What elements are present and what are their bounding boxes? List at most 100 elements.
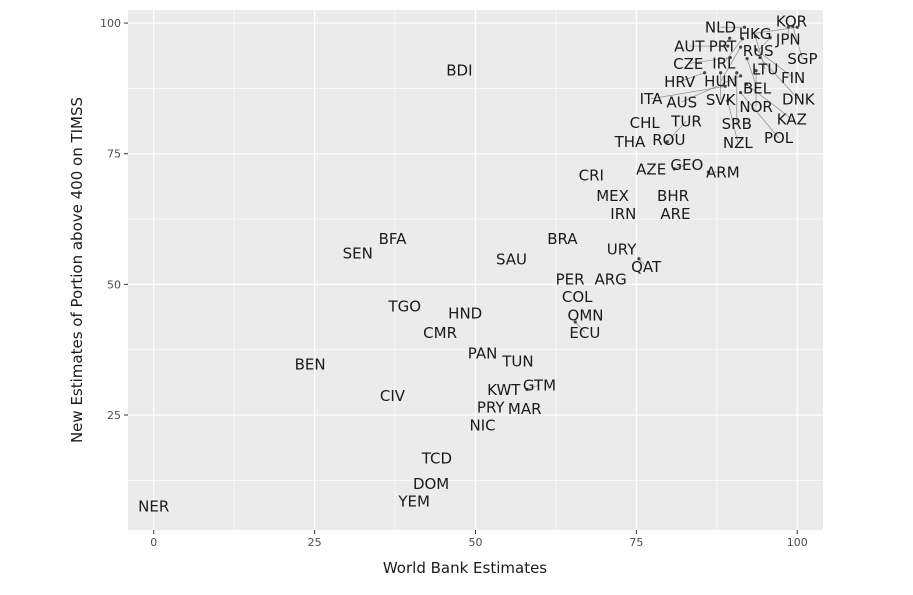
- leader-line: [650, 85, 726, 100]
- leader-line: [759, 57, 799, 100]
- leader-line: [792, 26, 803, 59]
- leader-line: [674, 164, 687, 170]
- point-label-pol: POL: [764, 129, 794, 147]
- point-label-kor: KOR: [776, 12, 807, 30]
- point-label-chl: CHL: [630, 114, 661, 132]
- point-marker: [745, 57, 749, 61]
- y-tick-label: 100: [100, 17, 121, 30]
- point-marker: [786, 25, 790, 29]
- point-label-kwt: KWT: [487, 381, 521, 399]
- point-marker: [768, 36, 772, 40]
- point-marker: [739, 74, 743, 78]
- point-label-gtm: GTM: [523, 376, 556, 394]
- point-label-ita: ITA: [640, 90, 663, 108]
- point-marker: [739, 90, 743, 95]
- point-label-hrv: HRV: [664, 73, 696, 91]
- point-label-sen: SEN: [343, 245, 373, 263]
- point-label-qat: QAT: [631, 258, 662, 276]
- point-label-bra: BRA: [547, 230, 578, 248]
- leader-line: [746, 83, 793, 120]
- point-label-cmr: CMR: [423, 324, 457, 342]
- point-label-col: COL: [562, 288, 593, 306]
- point-label-kaz: KAZ: [777, 111, 807, 129]
- point-label-aze: AZE: [636, 160, 666, 178]
- point-label-tgo: TGO: [387, 297, 421, 315]
- leader-line: [740, 92, 779, 138]
- point-label-srb: SRB: [722, 115, 752, 133]
- point-label-ecu: ECU: [569, 324, 600, 342]
- point-label-tun: TUN: [501, 352, 533, 370]
- point-label-jpn: JPN: [775, 31, 801, 49]
- point-label-aus: AUS: [666, 93, 697, 111]
- point-label-dnk: DNK: [782, 91, 816, 109]
- x-tick-label: 25: [308, 536, 322, 549]
- point-label-ltu: LTU: [752, 61, 778, 79]
- x-tick-label: 100: [787, 536, 808, 549]
- point-label-bdi: BDI: [446, 62, 472, 80]
- y-tick-label: 50: [107, 278, 121, 291]
- point-marker: [665, 140, 669, 144]
- point-marker: [744, 82, 749, 86]
- point-label-ben: BEN: [295, 355, 326, 373]
- point-marker: [702, 71, 707, 75]
- leader-line: [638, 258, 647, 267]
- point-label-cri: CRI: [579, 167, 604, 185]
- point-label-tcd: TCD: [421, 449, 452, 467]
- y-tick-label: 75: [107, 148, 121, 161]
- x-tick-label: 75: [629, 536, 643, 549]
- point-marker: [754, 69, 758, 73]
- point-label-hnd: HND: [448, 305, 482, 323]
- point-marker: [573, 320, 577, 324]
- point-label-rus: RUS: [743, 42, 774, 60]
- point-marker: [754, 48, 758, 52]
- point-label-mar: MAR: [508, 400, 542, 418]
- point-label-nzl: NZL: [723, 134, 753, 152]
- leader-line: [526, 384, 540, 390]
- leader-line: [755, 49, 794, 78]
- point-label-hkg: HKG: [739, 25, 772, 43]
- point-label-ury: URY: [607, 240, 637, 258]
- point-label-sau: SAU: [496, 250, 527, 268]
- point-label-sgp: SGP: [787, 50, 817, 68]
- point-label-yem: YEM: [397, 493, 430, 511]
- leader-line: [574, 321, 586, 333]
- point-label-svk: SVK: [706, 91, 737, 109]
- point-label-pan: PAN: [468, 344, 498, 362]
- x-tick-label: 50: [469, 536, 483, 549]
- point-label-aut: AUT: [674, 38, 705, 56]
- leader-line: [667, 120, 687, 142]
- point-label-dom: DOM: [413, 475, 449, 493]
- point-marker: [723, 84, 727, 88]
- leader-line: [722, 37, 730, 47]
- point-label-prt: PRT: [709, 38, 737, 56]
- point-marker: [742, 25, 747, 29]
- point-marker: [728, 55, 732, 60]
- point-marker: [726, 99, 730, 103]
- point-label-ner: NER: [138, 497, 169, 515]
- point-label-cze: CZE: [673, 55, 703, 73]
- point-label-omn: OMN: [568, 306, 604, 324]
- x-axis-label: World Bank Estimates: [383, 559, 547, 577]
- leader-line: [723, 38, 743, 64]
- leader-line: [679, 72, 705, 83]
- point-label-per: PER: [556, 271, 585, 289]
- point-marker: [739, 45, 743, 49]
- point-label-nor: NOR: [739, 98, 772, 116]
- point-marker: [753, 35, 758, 39]
- point-marker: [795, 25, 799, 29]
- point-label-bel: BEL: [743, 79, 772, 97]
- point-label-irn: IRN: [610, 205, 636, 223]
- point-label-hun: HUN: [704, 72, 737, 90]
- point-label-nld: NLD: [705, 19, 736, 37]
- point-label-mex: MEX: [596, 187, 629, 205]
- point-marker: [735, 71, 739, 75]
- point-label-bfa: BFA: [379, 230, 408, 248]
- point-label-geo: GEO: [670, 156, 703, 174]
- point-label-civ: CIV: [380, 387, 406, 405]
- point-label-irl: IRL: [712, 55, 736, 73]
- point-label-nic: NIC: [470, 417, 496, 435]
- leader-line: [746, 58, 758, 89]
- point-marker: [740, 37, 745, 41]
- point-marker: [719, 71, 723, 75]
- leader-line: [727, 100, 739, 143]
